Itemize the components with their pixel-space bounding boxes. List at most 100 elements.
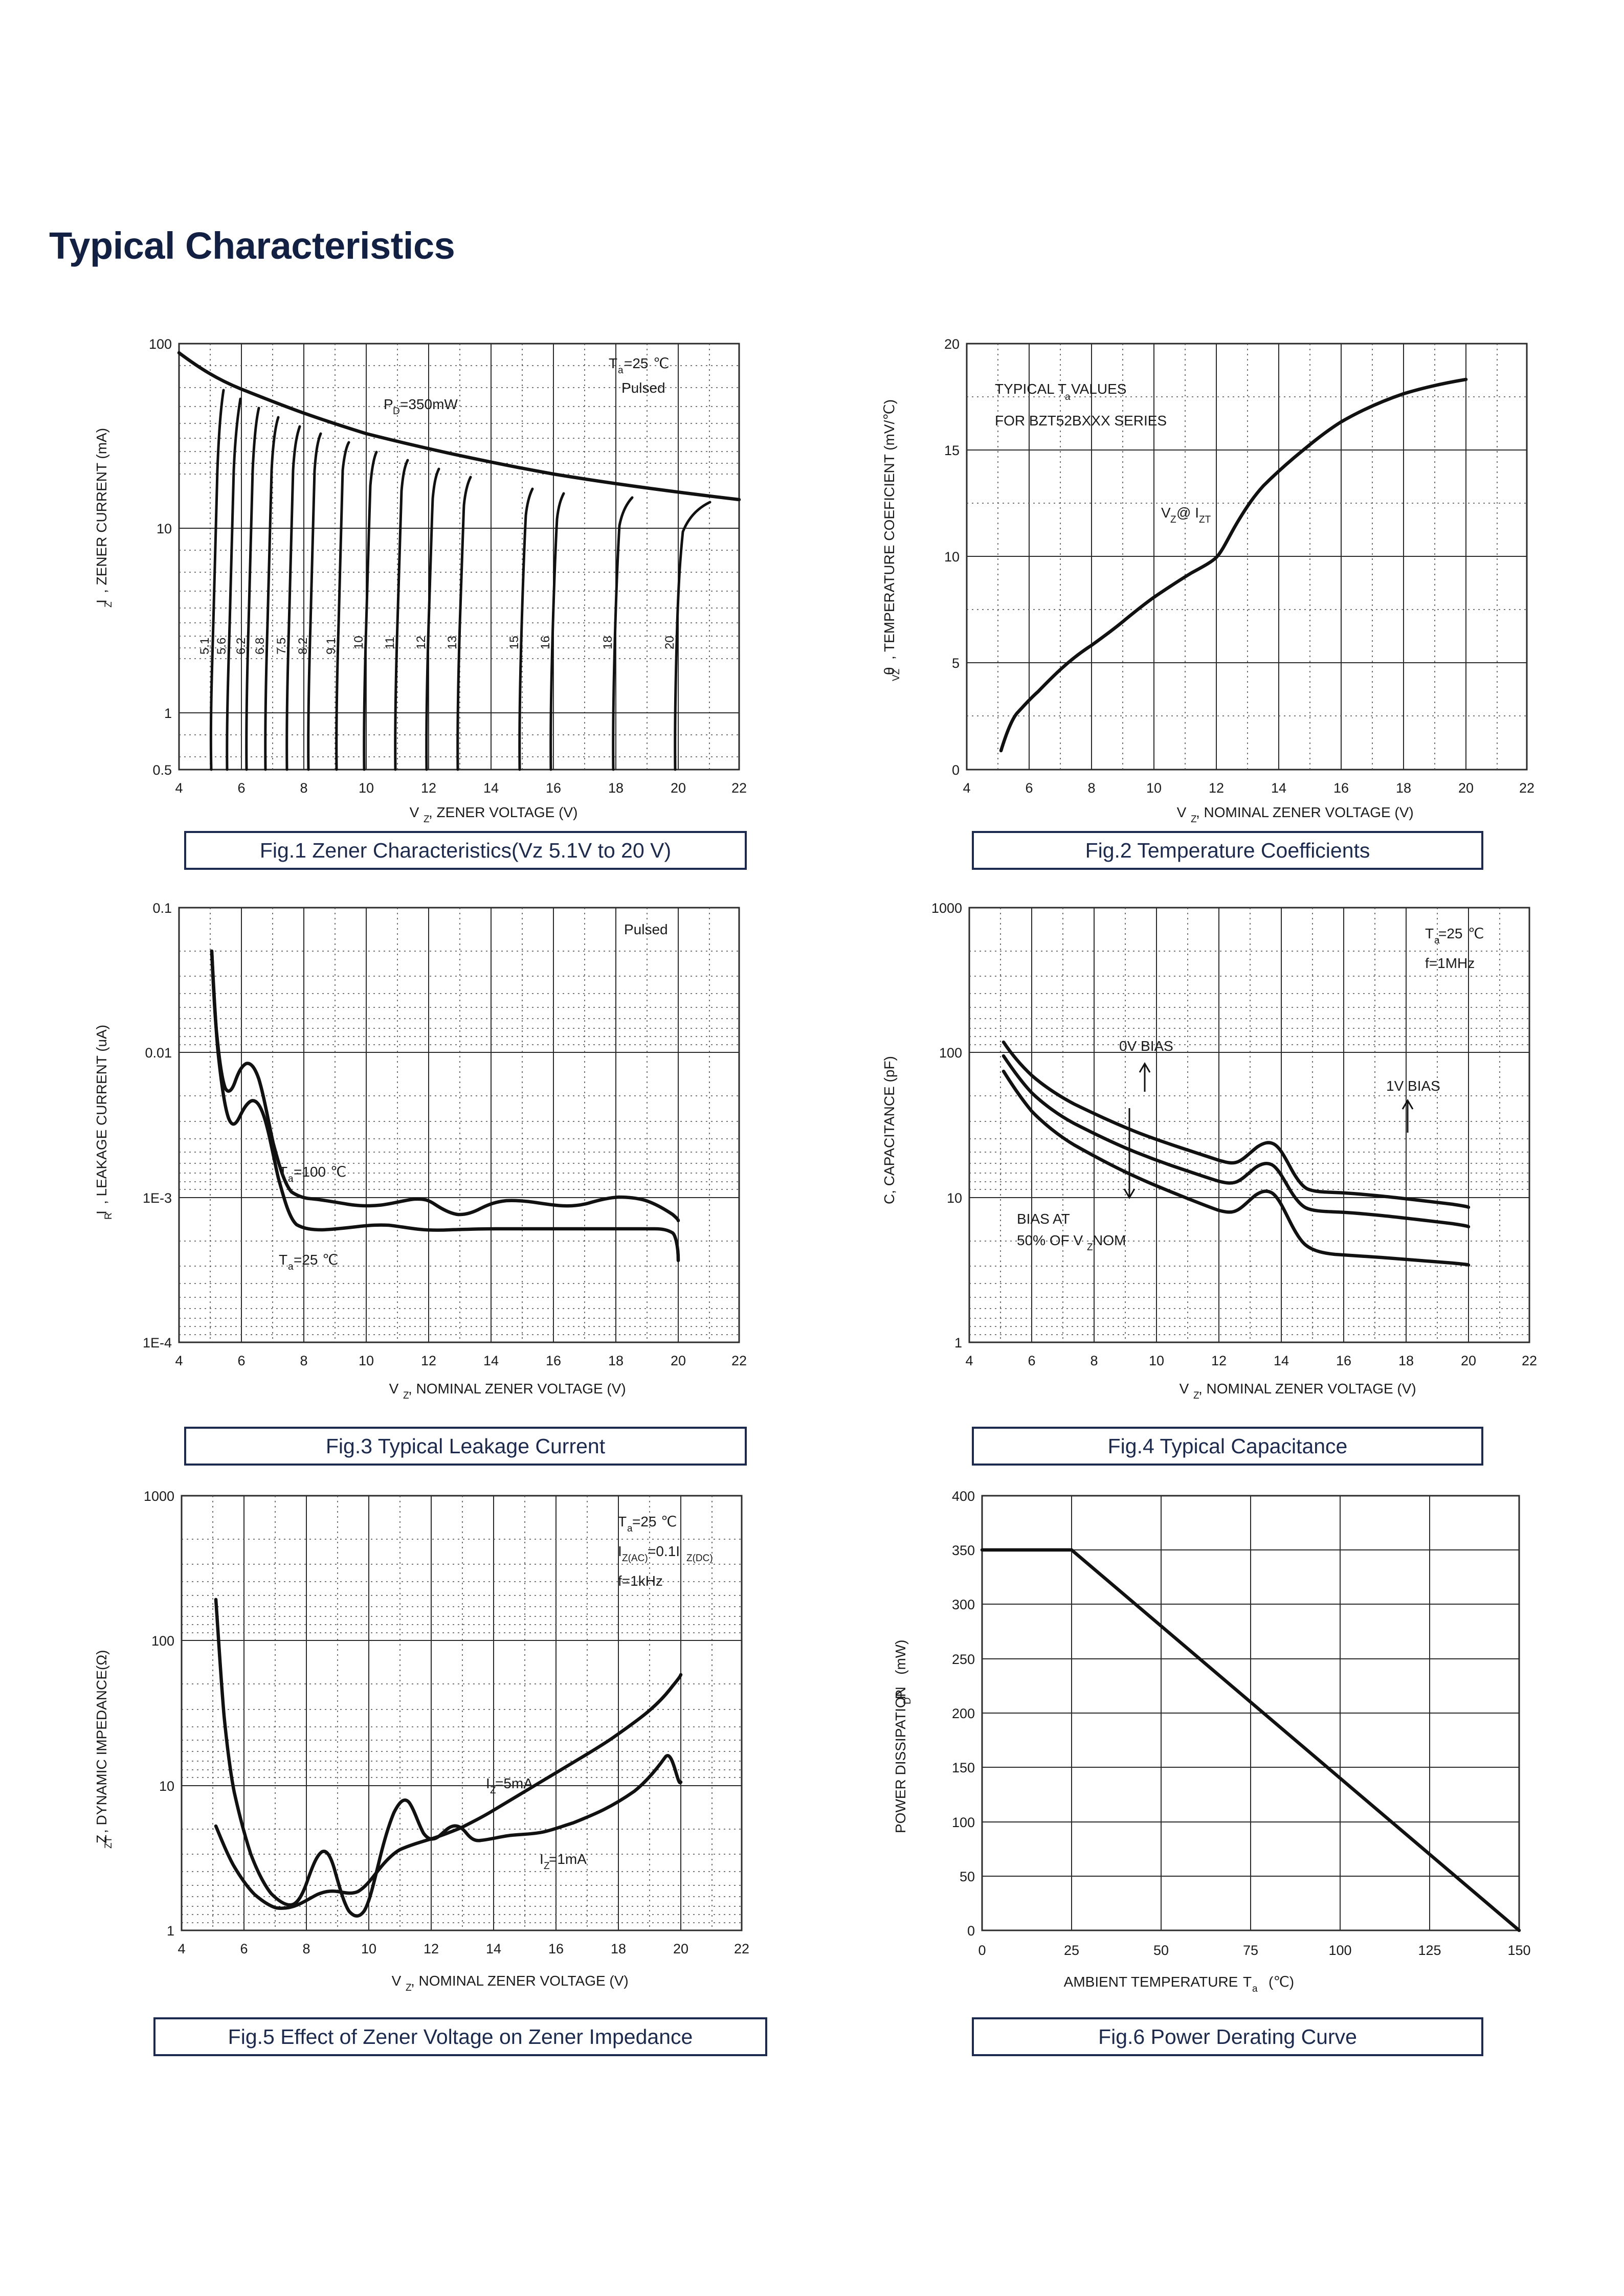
svg-text:1E-4: 1E-4 xyxy=(143,1335,172,1350)
svg-text:(mW): (mW) xyxy=(893,1640,908,1675)
svg-text:4: 4 xyxy=(965,1353,973,1368)
svg-text:8.2: 8.2 xyxy=(296,638,310,655)
svg-text:Z: Z xyxy=(406,1983,412,1993)
svg-text:8: 8 xyxy=(1090,1353,1098,1368)
svg-text:11: 11 xyxy=(383,637,397,649)
svg-text:a: a xyxy=(627,1523,633,1534)
svg-text:I: I xyxy=(618,1543,622,1559)
svg-text:18: 18 xyxy=(611,1941,626,1956)
svg-text:10: 10 xyxy=(159,1779,174,1794)
svg-text:℃: ℃ xyxy=(653,355,669,371)
svg-text:22: 22 xyxy=(1519,780,1534,796)
svg-text:, DYNAMIC IMPEDANCE(Ω): , DYNAMIC IMPEDANCE(Ω) xyxy=(94,1650,109,1833)
svg-text:Z: Z xyxy=(103,601,114,607)
svg-text:13: 13 xyxy=(446,636,459,649)
svg-text:14: 14 xyxy=(483,780,499,796)
svg-text:20: 20 xyxy=(671,1353,686,1368)
fig3-axis-titles: V Z , NOMINAL ZENER VOLTAGE (V) I R , LE… xyxy=(94,1025,626,1401)
svg-text:16: 16 xyxy=(546,780,561,796)
svg-text:50% OF V: 50% OF V xyxy=(1017,1232,1083,1248)
svg-text:12: 12 xyxy=(421,780,436,796)
fig1-annotations: T a =25 ℃ Pulsed P D =350mW xyxy=(384,355,669,417)
svg-text:, LEAKAGE CURRENT (uA): , LEAKAGE CURRENT (uA) xyxy=(94,1025,109,1204)
svg-text:100: 100 xyxy=(952,1815,975,1830)
svg-text:18: 18 xyxy=(608,780,624,796)
svg-text:20: 20 xyxy=(1458,780,1474,796)
svg-text:P: P xyxy=(384,396,393,412)
svg-text:=25: =25 xyxy=(294,1252,318,1268)
svg-text:25: 25 xyxy=(1064,1943,1079,1958)
svg-text:8: 8 xyxy=(300,1353,307,1368)
svg-text:, NOMINAL ZENER VOLTAGE (V): , NOMINAL ZENER VOLTAGE (V) xyxy=(1196,804,1414,820)
svg-text:8: 8 xyxy=(300,780,307,796)
svg-text:T: T xyxy=(618,1514,627,1529)
svg-text:250: 250 xyxy=(952,1652,975,1667)
fig4-curves xyxy=(1002,1040,1471,1267)
svg-text:50: 50 xyxy=(960,1869,975,1884)
fig4-axis-titles: V Z , NOMINAL ZENER VOLTAGE (V) C, CAPAC… xyxy=(881,1056,1416,1401)
svg-text:ZT: ZT xyxy=(103,1836,114,1849)
svg-text:0.01: 0.01 xyxy=(145,1045,172,1061)
up-arrow-1v-head xyxy=(1401,1099,1414,1110)
svg-text:FOR BZT52BXXX SERIES: FOR BZT52BXXX SERIES xyxy=(995,413,1167,429)
svg-text:9.1: 9.1 xyxy=(324,638,338,655)
svg-text:6: 6 xyxy=(237,780,245,796)
fig4-grid xyxy=(968,907,1530,1343)
svg-text:20: 20 xyxy=(671,780,686,796)
fig1-curves xyxy=(177,351,741,771)
svg-text:400: 400 xyxy=(952,1489,975,1504)
svg-text:125: 125 xyxy=(1418,1943,1441,1958)
svg-text:12: 12 xyxy=(424,1941,439,1956)
svg-text:8: 8 xyxy=(1087,780,1095,796)
svg-text:Pulsed: Pulsed xyxy=(621,380,665,396)
svg-text:10: 10 xyxy=(359,780,374,796)
svg-text:16: 16 xyxy=(546,1353,561,1368)
svg-text:16: 16 xyxy=(1336,1353,1351,1368)
svg-text:0.5: 0.5 xyxy=(152,762,172,778)
svg-text:, ZENER VOLTAGE (V): , ZENER VOLTAGE (V) xyxy=(429,804,577,820)
svg-text:a: a xyxy=(1434,935,1440,946)
svg-text:1: 1 xyxy=(167,1923,174,1939)
svg-text:4: 4 xyxy=(177,1941,185,1956)
fig1-curve-labels: 5.1 5.6 6.2 6.8 7.5 8.2 9.1 10 11 12 13 … xyxy=(198,636,677,655)
svg-text:I: I xyxy=(94,1210,109,1214)
svg-text:I: I xyxy=(540,1851,544,1867)
svg-text:10: 10 xyxy=(359,1353,374,1368)
svg-text:I: I xyxy=(486,1775,490,1791)
svg-text:150: 150 xyxy=(952,1760,975,1775)
svg-text:8: 8 xyxy=(302,1941,310,1956)
fig3-caption: Fig.3 Typical Leakage Current xyxy=(184,1427,747,1466)
svg-text:10: 10 xyxy=(157,521,172,536)
fig3-annotations: Pulsed T a =100 ℃ T a =25 ℃ xyxy=(279,921,668,1272)
svg-text:0: 0 xyxy=(967,1923,975,1939)
svg-text:θ: θ xyxy=(881,667,897,675)
svg-text:10: 10 xyxy=(1149,1353,1164,1368)
svg-text:10: 10 xyxy=(361,1941,376,1956)
svg-text:=25: =25 xyxy=(1438,926,1463,941)
fig2-curve xyxy=(999,377,1468,753)
svg-text:10: 10 xyxy=(352,636,366,649)
fig2-caption: Fig.2 Temperature Coefficients xyxy=(972,831,1483,870)
svg-text:V: V xyxy=(389,1381,399,1397)
svg-text:ZT: ZT xyxy=(1199,514,1211,525)
svg-text:f=1kHz: f=1kHz xyxy=(618,1573,663,1589)
svg-text:350: 350 xyxy=(952,1543,975,1558)
svg-text:℃: ℃ xyxy=(322,1252,338,1268)
fig6-chart: 0 25 50 75 100 125 150 400 350 300 250 2… xyxy=(893,1489,1531,1994)
svg-text:TYPICAL T: TYPICAL T xyxy=(995,381,1066,397)
fig2-chart: 4 6 8 10 12 14 16 18 20 22 20 15 10 5 0 … xyxy=(881,336,1534,825)
svg-text:℃: ℃ xyxy=(330,1164,346,1180)
svg-text:10: 10 xyxy=(947,1190,962,1206)
svg-text:6.2: 6.2 xyxy=(234,638,248,655)
svg-text:VALUES: VALUES xyxy=(1071,381,1126,397)
svg-text:V: V xyxy=(1177,804,1187,820)
svg-text:4: 4 xyxy=(175,1353,183,1368)
fig6-curve xyxy=(980,1548,1521,1932)
svg-text:℃: ℃ xyxy=(661,1514,677,1529)
svg-text:6: 6 xyxy=(1028,1353,1035,1368)
svg-text:a: a xyxy=(1065,392,1071,402)
svg-text:P: P xyxy=(893,1690,908,1699)
svg-text:a: a xyxy=(618,365,624,376)
svg-text:16: 16 xyxy=(539,636,552,649)
svg-text:100: 100 xyxy=(151,1633,174,1649)
